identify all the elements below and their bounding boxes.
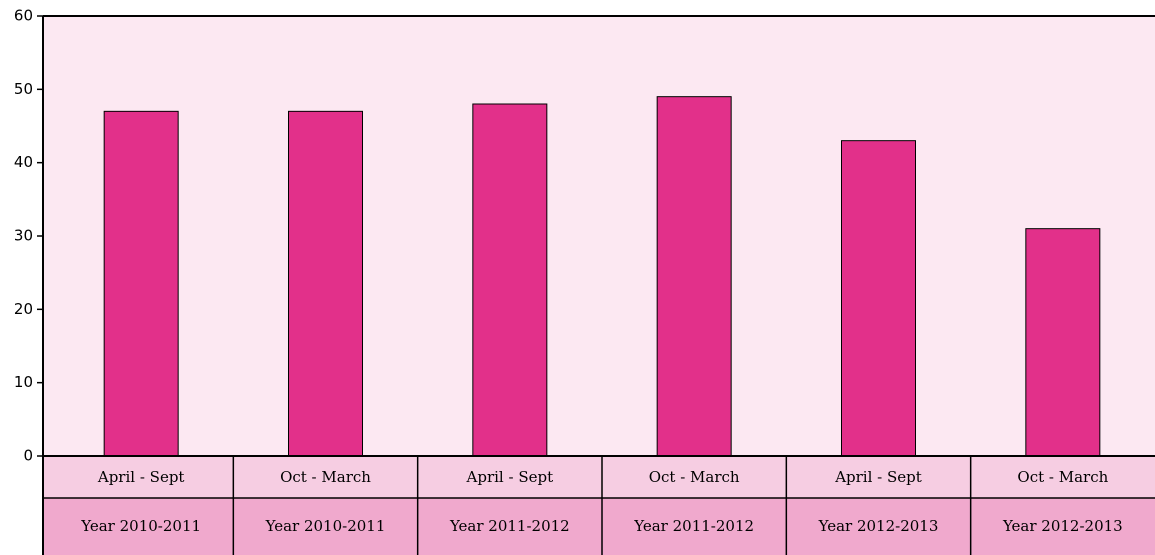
- y-tick-label: 10: [14, 373, 33, 391]
- year-row: [43, 498, 1155, 555]
- period-row: [43, 456, 1155, 498]
- bar: [103, 110, 179, 457]
- x-group-label: Year 2011-2012: [633, 517, 754, 535]
- x-tick-label: April - Sept: [466, 468, 554, 486]
- x-group-label: Year 2010-2011: [80, 517, 201, 535]
- x-group-label: Year 2011-2012: [449, 517, 570, 535]
- x-group-label: Year 2012-2013: [1002, 517, 1123, 535]
- y-tick-label: 0: [23, 447, 33, 465]
- bar: [1025, 228, 1101, 457]
- y-tick-label: 40: [14, 153, 33, 171]
- x-tick-label: April - Sept: [834, 468, 922, 486]
- x-tick-label: Oct - March: [280, 468, 371, 486]
- x-tick-label: Oct - March: [649, 468, 740, 486]
- x-group-label: Year 2012-2013: [818, 517, 939, 535]
- x-group-label: Year 2010-2011: [265, 517, 386, 535]
- y-tick-label: 50: [14, 80, 33, 98]
- y-tick-label: 30: [14, 227, 33, 245]
- x-tick-label: April - Sept: [97, 468, 185, 486]
- y-tick-label: 60: [14, 7, 33, 25]
- bar: [288, 110, 363, 457]
- bar: [656, 96, 732, 457]
- bar: [472, 103, 548, 457]
- bar: [841, 140, 916, 457]
- y-tick-label: 20: [14, 300, 33, 318]
- plot-background: [43, 16, 1155, 456]
- x-tick-label: Oct - March: [1017, 468, 1108, 486]
